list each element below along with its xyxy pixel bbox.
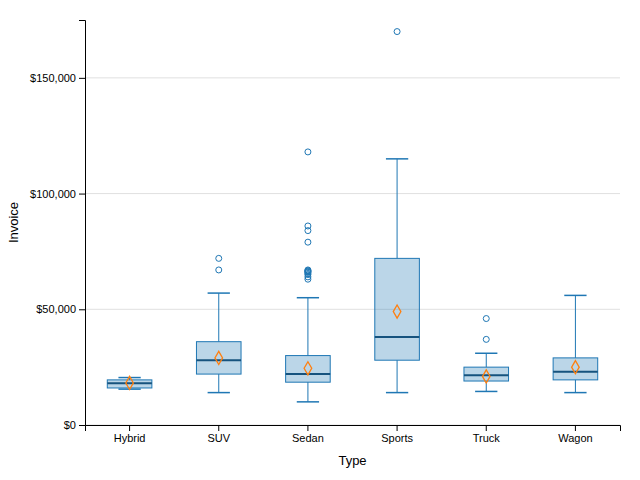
y-tick-mark [79,425,85,426]
grid-line [85,77,620,78]
median [107,382,152,384]
whisker [397,360,398,392]
median [196,359,241,361]
box-group [375,29,420,393]
box [196,342,241,374]
x-tick-label: Sedan [292,432,324,444]
box-group [107,376,152,389]
mean [572,361,580,374]
box-group [464,316,509,392]
x-tick-mark [307,425,308,431]
y-tick-label: $150,000 [30,72,76,84]
box [553,358,598,380]
y-axis-line [79,21,86,426]
flier [305,267,311,273]
flier [483,336,489,342]
y-axis: $0 $50,000 $100,000 $150,000 [30,21,85,432]
cap [475,353,497,355]
cap [564,392,586,394]
y-tick-label: $50,000 [36,303,76,315]
cap [564,295,586,297]
x-tick: Sports [381,425,413,444]
grid-line [85,193,620,194]
x-tick-mark [486,425,487,431]
flier [483,316,489,322]
flier [216,255,222,261]
x-axis-line [86,426,621,432]
cap [475,391,497,393]
flier [394,29,400,35]
y-tick-mark [79,78,85,79]
x-tick-mark [575,425,576,431]
x-tick: SUV [207,425,230,444]
y-tick: $0 [64,419,85,431]
whisker [486,353,487,367]
cap [208,292,230,294]
flier [305,239,311,245]
whisker [218,374,219,393]
mean [215,351,223,364]
y-axis-title: Invoice [6,202,21,243]
x-tick: Truck [473,425,501,444]
x-axis: Hybrid SUV Sedan Sports Truck Wagon [86,425,621,444]
box-group [553,295,598,392]
x-tick-mark [397,425,398,431]
mean [393,305,401,318]
box [286,356,331,383]
flier [305,268,311,274]
x-tick-label: Sports [381,432,413,444]
cap [297,297,319,299]
grid [85,78,620,425]
y-tick-label: $0 [64,419,76,431]
box [107,380,152,388]
x-tick: Wagon [558,425,592,444]
whisker [575,380,576,393]
y-tick: $150,000 [30,72,85,84]
flier [216,267,222,273]
median [375,336,420,338]
x-axis-title: Type [338,453,366,468]
x-tick: Hybrid [114,425,146,444]
mean [304,362,312,375]
whisker [397,159,398,259]
y-tick: $100,000 [30,188,85,200]
cap [386,392,408,394]
x-tick-mark [129,425,130,431]
x-tick-mark [218,425,219,431]
flier [305,149,311,155]
cap [208,392,230,394]
box [375,258,420,360]
box-group [196,255,241,392]
grid-line [85,309,620,310]
x-tick-label: Wagon [558,432,592,444]
mean [126,376,134,389]
y-tick-mark [79,194,85,195]
cap [297,401,319,403]
y-tick-mark [79,309,85,310]
mean [482,370,490,383]
flier [305,223,311,229]
median [464,374,509,376]
cap [386,158,408,160]
chart: HybridSUVSedanSportsTruckWagon$0$50,000$… [0,0,640,480]
whisker [307,298,308,356]
whisker [575,295,576,357]
y-tick-label: $100,000 [30,188,76,200]
x-tick-label: Hybrid [114,432,146,444]
whisker [218,293,219,342]
box-group [286,149,331,402]
x-tick-label: Truck [473,432,501,444]
plot-area [107,29,597,402]
y-tick: $50,000 [36,303,85,315]
whisker [307,382,308,402]
x-tick-label: SUV [207,432,230,444]
x-tick: Sedan [292,425,324,444]
